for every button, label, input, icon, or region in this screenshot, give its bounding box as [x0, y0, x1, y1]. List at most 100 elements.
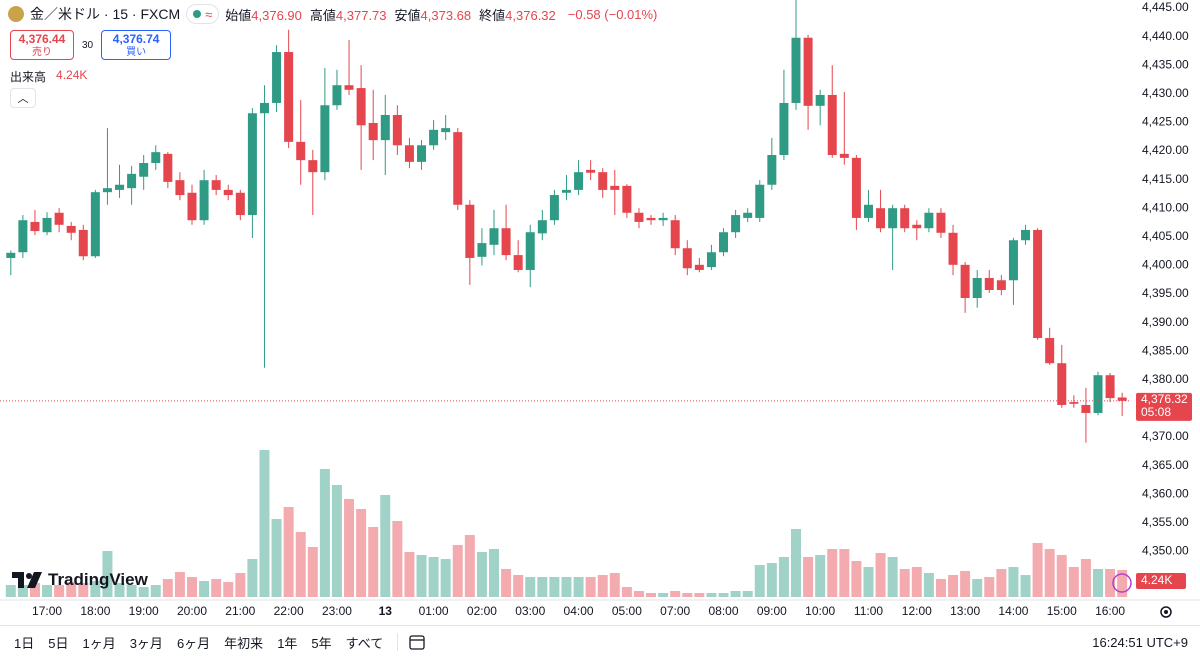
volume-bar — [935, 579, 946, 597]
volume-bar — [887, 557, 898, 597]
candle-body — [1081, 404, 1091, 413]
y-tick-label: 4,415.00 — [1142, 172, 1189, 186]
candle-body — [380, 114, 390, 141]
symbol[interactable]: 金／米ドル · 15 · FXCM — [30, 6, 181, 22]
volume-bar — [307, 547, 318, 597]
candle-body — [1069, 402, 1079, 404]
range-button[interactable]: 5年 — [311, 635, 332, 651]
collapse-button[interactable]: ︿ — [10, 88, 36, 108]
volume-bar — [283, 507, 294, 597]
candle-body — [634, 212, 644, 222]
candle-body — [827, 94, 837, 156]
settings-icon[interactable] — [1160, 606, 1172, 618]
candle-body — [1033, 229, 1043, 339]
volume-bar — [754, 565, 765, 597]
volume-bar — [501, 569, 512, 597]
x-tick-label: 13 — [379, 604, 393, 618]
market-open-dot — [193, 10, 202, 18]
change: −0.58 (−0.01%) — [567, 6, 658, 22]
volume-bar — [682, 593, 693, 597]
sell-price[interactable]: 4,376.44 — [18, 32, 66, 46]
brand-mark-v — [27, 572, 42, 588]
volume-bar — [694, 593, 705, 597]
candle-body — [610, 185, 620, 190]
volume-bar — [150, 585, 161, 597]
volume-bar — [646, 593, 657, 597]
candle-body — [670, 220, 680, 249]
range-button[interactable]: 1年 — [277, 635, 298, 651]
chart: 4,350.00 4,355.00 4,360.00 4,365.00 4,370.00… — [0, 0, 1200, 618]
range-button[interactable]: すべて — [345, 635, 384, 651]
volume-bar — [972, 579, 983, 597]
x-tick-label: 09:00 — [757, 604, 787, 618]
y-tick-label: 4,390.00 — [1142, 315, 1189, 329]
time-axis: 17:00 18:00 19:00 20:00 21:00 22:00 23:00 13 01:… — [32, 604, 1125, 618]
clock[interactable]: 16:24:51 UTC+9 — [1092, 634, 1188, 650]
y-tick-label: 4,380.00 — [1142, 372, 1189, 386]
last-price-label: 4,376.32 — [1141, 392, 1188, 406]
sell-button[interactable]: 4,376.44 売り — [10, 30, 74, 60]
volume-bar — [380, 495, 391, 597]
brand-mark — [12, 572, 42, 588]
x-tick-label: 20:00 — [177, 604, 207, 618]
x-tick-label: 16:00 — [1095, 604, 1125, 618]
candle-body — [561, 189, 571, 193]
range-button[interactable]: 5日 — [48, 635, 69, 651]
gear[interactable] — [1160, 606, 1172, 618]
candle-body — [586, 169, 596, 173]
volume-bar — [42, 585, 53, 597]
buy-price[interactable]: 4,376.74 — [112, 32, 160, 46]
ohlc-label: 安値 — [394, 7, 421, 23]
range-button[interactable]: 1ヶ月 — [82, 635, 116, 651]
y-tick-label: 4,440.00 — [1142, 29, 1189, 43]
volume-legend: 出来高 4.24K — [10, 68, 87, 85]
x-tick-label: 14:00 — [998, 604, 1028, 618]
volume-badge — [1136, 572, 1186, 589]
volume-bar — [392, 521, 403, 597]
volume-pane — [5, 450, 1128, 597]
ohlc-value: 4,373.68 — [420, 7, 472, 23]
candle-body — [308, 160, 318, 173]
candle-body — [66, 225, 76, 233]
buy-label[interactable]: 買い — [126, 47, 147, 58]
gear-center[interactable] — [1164, 610, 1168, 614]
range-button[interactable]: 年初来 — [224, 635, 264, 651]
candle-body — [392, 114, 402, 146]
candle-body — [525, 232, 535, 270]
y-tick-label: 4,430.00 — [1142, 86, 1189, 100]
volume-bar — [996, 569, 1007, 597]
alert-icon[interactable] — [1112, 573, 1132, 593]
ohlc-value: 4,376.90 — [251, 7, 302, 23]
volume-bar — [271, 519, 282, 597]
candle-body — [90, 192, 100, 257]
y-tick-label: 4,365.00 — [1142, 458, 1189, 472]
range-button[interactable]: 1日 — [14, 635, 35, 651]
volume-bar — [960, 571, 971, 597]
goto-date-icon[interactable] — [408, 633, 426, 651]
volume-bar — [66, 582, 77, 597]
x-tick-label: 04:00 — [564, 604, 594, 618]
volume-bar — [1044, 549, 1055, 597]
buy-button[interactable]: 4,376.74 買い — [101, 30, 172, 60]
calendar[interactable] — [409, 635, 425, 650]
volume-bar — [356, 509, 367, 597]
x-tick-label: 02:00 — [467, 604, 497, 618]
range-button[interactable]: 6ヶ月 — [176, 635, 211, 651]
candle-body — [320, 105, 330, 173]
sell-label[interactable]: 売り — [32, 47, 52, 58]
bottom-toolbar: 1日 5日 1ヶ月 3ヶ月 6ヶ月 年初来 1年 5年 すべて 16:24:51 UTC+9 — [0, 625, 1200, 658]
candle-body — [151, 152, 161, 164]
candle-body — [694, 264, 704, 270]
candle-body — [175, 180, 185, 196]
volume-bar — [815, 555, 826, 597]
volume-bar — [114, 583, 125, 597]
volume-bar — [923, 573, 934, 597]
candle-body — [356, 88, 366, 126]
status-pill[interactable]: ≈ — [186, 4, 220, 24]
volume-bar — [513, 575, 524, 597]
volume-bar — [1068, 567, 1079, 597]
candle-body — [549, 195, 559, 221]
range-button[interactable]: 3ヶ月 — [129, 635, 163, 651]
candle-body — [574, 172, 584, 190]
candle-body — [1105, 375, 1115, 399]
